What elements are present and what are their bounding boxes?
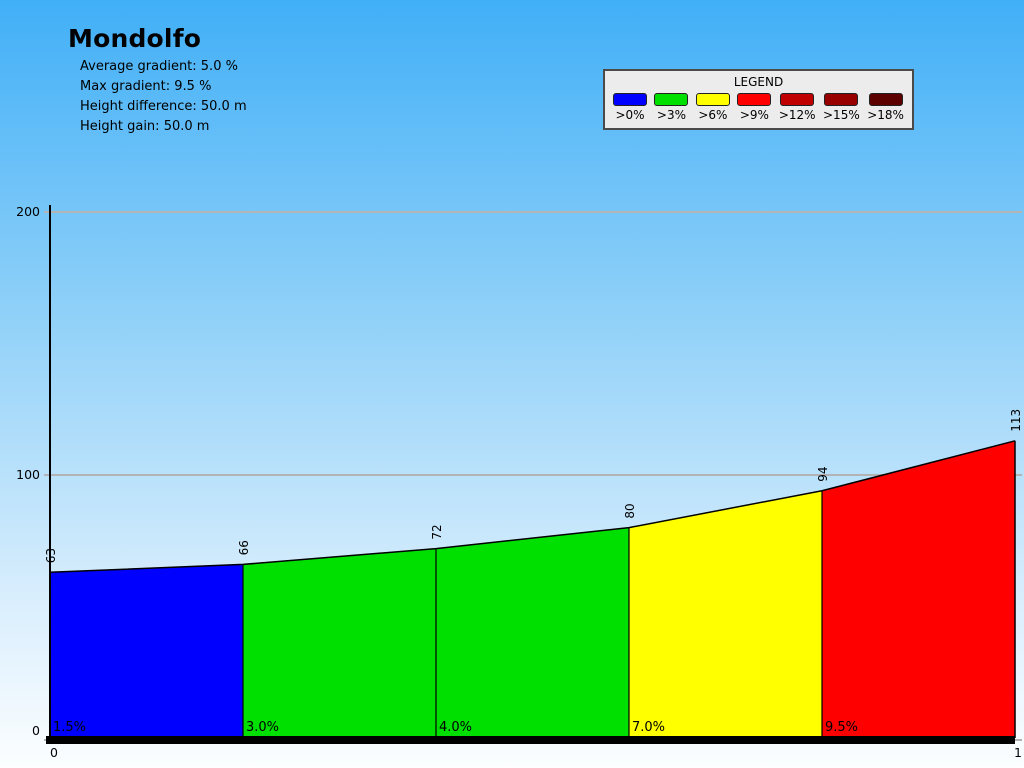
legend-item: >9% <box>737 93 772 122</box>
gradient-label: 7.0% <box>632 720 665 735</box>
legend-label: >6% <box>698 108 728 122</box>
gradient-label: 9.5% <box>825 720 858 735</box>
profile-segment <box>243 548 436 740</box>
x-axis-label: 0 <box>50 745 58 760</box>
profile-top-line <box>49 440 1016 574</box>
profile-segment <box>50 564 243 740</box>
legend-label: >9% <box>739 108 769 122</box>
legend-box: LEGEND >0% >3% >6% >9% >12% >15% >18% <box>603 69 914 130</box>
legend-item: >15% <box>823 93 860 122</box>
legend-title: LEGEND <box>733 75 784 89</box>
legend-label: >3% <box>656 108 686 122</box>
legend-item: >0% <box>613 93 647 122</box>
elevation-label: 113 <box>1009 409 1023 432</box>
climb-stats: Average gradient: 5.0 % Max gradient: 9.5… <box>80 57 247 137</box>
stat-line: Height gain: 50.0 m <box>80 119 210 134</box>
elevation-label: 72 <box>430 524 444 539</box>
y-axis-label: 0 <box>32 723 40 738</box>
x-axis-label: 1 <box>1014 745 1022 760</box>
legend-item: >3% <box>654 93 689 122</box>
legend-item: >12% <box>779 93 816 122</box>
gradient-label: 4.0% <box>439 720 472 735</box>
page-title: Mondolfo <box>68 24 202 53</box>
axis-group <box>46 205 1022 744</box>
legend-swatch <box>824 93 859 106</box>
gradient-label: 3.0% <box>246 720 279 735</box>
legend-items: >0% >3% >6% >9% >12% >15% >18% <box>613 93 904 122</box>
labels-group: 0 100 200 63 66 72 80 94 113 1.5% 3.0% 4.0% 7.0% 9.5%… <box>16 204 1023 760</box>
y-axis-label: 200 <box>16 204 40 219</box>
legend-label: >18% <box>867 108 904 122</box>
legend-item: >6% <box>695 93 730 122</box>
elevation-label: 94 <box>816 466 830 481</box>
legend-swatch <box>868 93 903 106</box>
legend-label: >15% <box>823 108 860 122</box>
legend-label: >12% <box>778 108 816 122</box>
legend-swatch <box>780 93 815 106</box>
legend-swatch <box>613 93 647 106</box>
profile-segment <box>822 440 1015 740</box>
legend-swatch <box>695 93 730 106</box>
elevation-label: 80 <box>623 503 637 518</box>
legend-label: >0% <box>615 108 645 122</box>
x-axis-baseline-bar <box>46 736 1015 744</box>
legend-swatch <box>737 93 772 106</box>
gradient-label: 1.5% <box>53 720 86 735</box>
elevation-label: 66 <box>237 540 251 555</box>
y-axis-label: 100 <box>16 467 40 482</box>
legend-item: >18% <box>867 93 904 122</box>
profile-group <box>49 440 1016 740</box>
profile-segment <box>629 490 822 740</box>
profile-segment <box>436 527 629 740</box>
elevation-label: 63 <box>44 548 58 563</box>
stat-line: Max gradient: 9.5 % <box>80 79 212 94</box>
legend-swatch <box>654 93 689 106</box>
stat-line: Average gradient: 5.0 % <box>80 59 238 74</box>
stat-line: Height difference: 50.0 m <box>80 99 247 114</box>
